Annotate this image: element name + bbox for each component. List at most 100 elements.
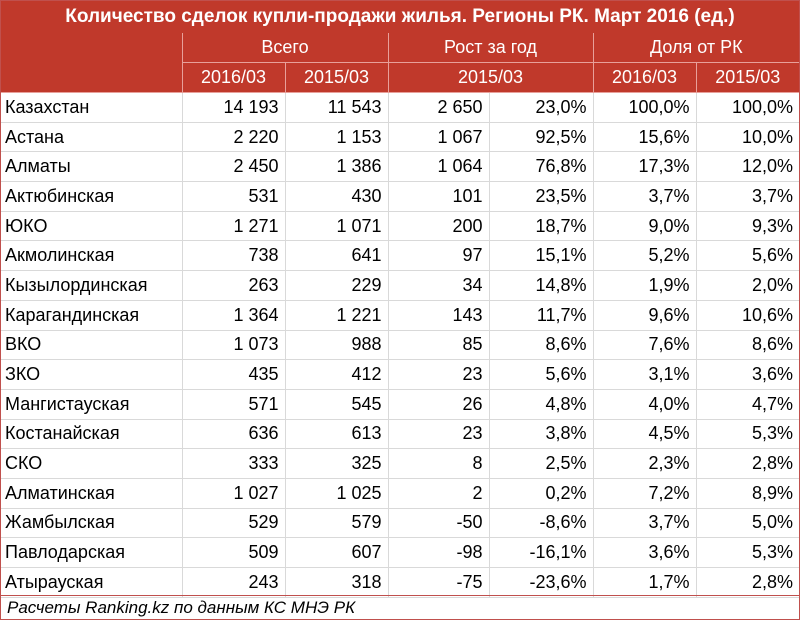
cell-total-2016: 571 — [181, 389, 285, 420]
cell-growth-abs: 23 — [387, 359, 490, 390]
cell-total-2015: 579 — [284, 508, 389, 539]
cell-growth-pct: 23,0% — [488, 92, 594, 123]
cell-growth-abs: 2 650 — [387, 92, 490, 123]
cell-growth-abs: -98 — [387, 537, 490, 568]
cell-growth-abs: 8 — [387, 448, 490, 479]
cell-share-2015: 3,7% — [695, 181, 800, 212]
cell-growth-pct: 4,8% — [488, 389, 594, 420]
cell-region: Алматинская — [1, 478, 182, 509]
header-group-share: Доля от РК — [592, 33, 800, 63]
subheader-growth-2015: 2015/03 — [387, 62, 594, 93]
table-row: Астана 2 220 1 153 1 067 92,5% 15,6% 10,0% — [1, 122, 800, 153]
cell-growth-pct: -23,6% — [488, 567, 594, 598]
cell-share-2016: 3,1% — [592, 359, 697, 390]
cell-region: Жамбылская — [1, 508, 182, 539]
cell-total-2016: 738 — [181, 240, 285, 272]
cell-total-2015: 318 — [284, 567, 389, 598]
cell-total-2015: 11 543 — [284, 92, 389, 123]
table-body: Казахстан 14 193 11 543 2 650 23,0% 100,0% 100… — [1, 92, 800, 598]
cell-share-2015: 5,3% — [695, 419, 800, 450]
cell-share-2016: 100,0% — [592, 92, 697, 123]
cell-share-2015: 5,6% — [695, 240, 800, 272]
cell-total-2015: 229 — [284, 270, 389, 301]
cell-growth-abs: 1 064 — [387, 151, 490, 183]
header-group-growth: Рост за год — [387, 33, 594, 63]
table-row: Алматы 2 450 1 386 1 064 76,8% 17,3% 12,0% — [1, 151, 800, 183]
subheader-share-2016: 2016/03 — [592, 62, 697, 93]
cell-share-2015: 5,0% — [695, 508, 800, 539]
cell-growth-abs: 101 — [387, 181, 490, 212]
header-group-total: Всего — [181, 33, 389, 63]
cell-share-2015: 2,8% — [695, 567, 800, 598]
cell-share-2016: 5,2% — [592, 240, 697, 272]
cell-growth-abs: 34 — [387, 270, 490, 301]
cell-share-2016: 7,2% — [592, 478, 697, 509]
cell-region: Алматы — [1, 151, 182, 183]
cell-total-2016: 1 027 — [181, 478, 285, 509]
cell-total-2016: 263 — [181, 270, 285, 301]
cell-total-2016: 529 — [181, 508, 285, 539]
cell-share-2015: 4,7% — [695, 389, 800, 420]
cell-share-2016: 3,7% — [592, 181, 697, 212]
table-row: ЗКО 435 412 23 5,6% 3,1% 3,6% — [1, 359, 800, 390]
table-row: Атырауская 243 318 -75 -23,6% 1,7% 2,8% — [1, 567, 800, 598]
subheader-total-2016: 2016/03 — [181, 62, 285, 93]
cell-growth-pct: 3,8% — [488, 419, 594, 450]
cell-total-2016: 1 364 — [181, 300, 285, 331]
cell-total-2016: 14 193 — [181, 92, 285, 123]
cell-total-2015: 607 — [284, 537, 389, 568]
cell-growth-pct: 8,6% — [488, 330, 594, 361]
cell-growth-abs: 97 — [387, 240, 490, 272]
table-row: Казахстан 14 193 11 543 2 650 23,0% 100,0% 100… — [1, 92, 800, 123]
cell-growth-abs: 26 — [387, 389, 490, 420]
cell-share-2015: 8,6% — [695, 330, 800, 361]
cell-total-2016: 333 — [181, 448, 285, 479]
cell-total-2015: 1 386 — [284, 151, 389, 183]
cell-growth-abs: 1 067 — [387, 122, 490, 153]
cell-growth-abs: 2 — [387, 478, 490, 509]
table-row: Павлодарская 509 607 -98 -16,1% 3,6% 5,3% — [1, 537, 800, 568]
cell-share-2015: 10,6% — [695, 300, 800, 331]
table-row: Акмолинская 738 641 97 15,1% 5,2% 5,6% — [1, 240, 800, 272]
cell-total-2016: 2 220 — [181, 122, 285, 153]
cell-region: Кызылординская — [1, 270, 182, 301]
cell-region: СКО — [1, 448, 182, 479]
cell-total-2015: 613 — [284, 419, 389, 450]
cell-region: Атырауская — [1, 567, 182, 598]
cell-growth-abs: 200 — [387, 211, 490, 242]
cell-share-2016: 7,6% — [592, 330, 697, 361]
cell-region: Костанайская — [1, 419, 182, 450]
cell-growth-pct: 15,1% — [488, 240, 594, 272]
cell-share-2016: 9,6% — [592, 300, 697, 331]
header-row-groups: Всего Рост за год Доля от РК — [1, 33, 800, 93]
cell-share-2015: 3,6% — [695, 359, 800, 390]
table-row: Карагандинская 1 364 1 221 143 11,7% 9,6% 10,6… — [1, 300, 800, 331]
source-note: Расчеты Ranking.kz по данным КС МНЭ РК — [1, 595, 799, 619]
table-title: Количество сделок купли-продажи жилья. Р… — [1, 1, 799, 33]
cell-total-2015: 545 — [284, 389, 389, 420]
cell-region: Актюбинская — [1, 181, 182, 212]
cell-growth-pct: 76,8% — [488, 151, 594, 183]
cell-total-2016: 1 073 — [181, 330, 285, 361]
cell-total-2016: 435 — [181, 359, 285, 390]
table-row: Жамбылская 529 579 -50 -8,6% 3,7% 5,0% — [1, 508, 800, 539]
cell-region: ЮКО — [1, 211, 182, 242]
cell-total-2015: 988 — [284, 330, 389, 361]
cell-share-2016: 3,7% — [592, 508, 697, 539]
cell-share-2015: 9,3% — [695, 211, 800, 242]
cell-share-2016: 4,0% — [592, 389, 697, 420]
cell-growth-pct: 11,7% — [488, 300, 594, 331]
cell-total-2015: 1 153 — [284, 122, 389, 153]
cell-share-2016: 3,6% — [592, 537, 697, 568]
cell-region: Астана — [1, 122, 182, 153]
cell-region: Мангистауская — [1, 389, 182, 420]
cell-total-2016: 636 — [181, 419, 285, 450]
table-row: Актюбинская 531 430 101 23,5% 3,7% 3,7% — [1, 181, 800, 212]
cell-total-2015: 412 — [284, 359, 389, 390]
cell-growth-abs: 23 — [387, 419, 490, 450]
cell-growth-pct: 14,8% — [488, 270, 594, 301]
cell-share-2015: 5,3% — [695, 537, 800, 568]
cell-growth-pct: 0,2% — [488, 478, 594, 509]
cell-total-2016: 2 450 — [181, 151, 285, 183]
